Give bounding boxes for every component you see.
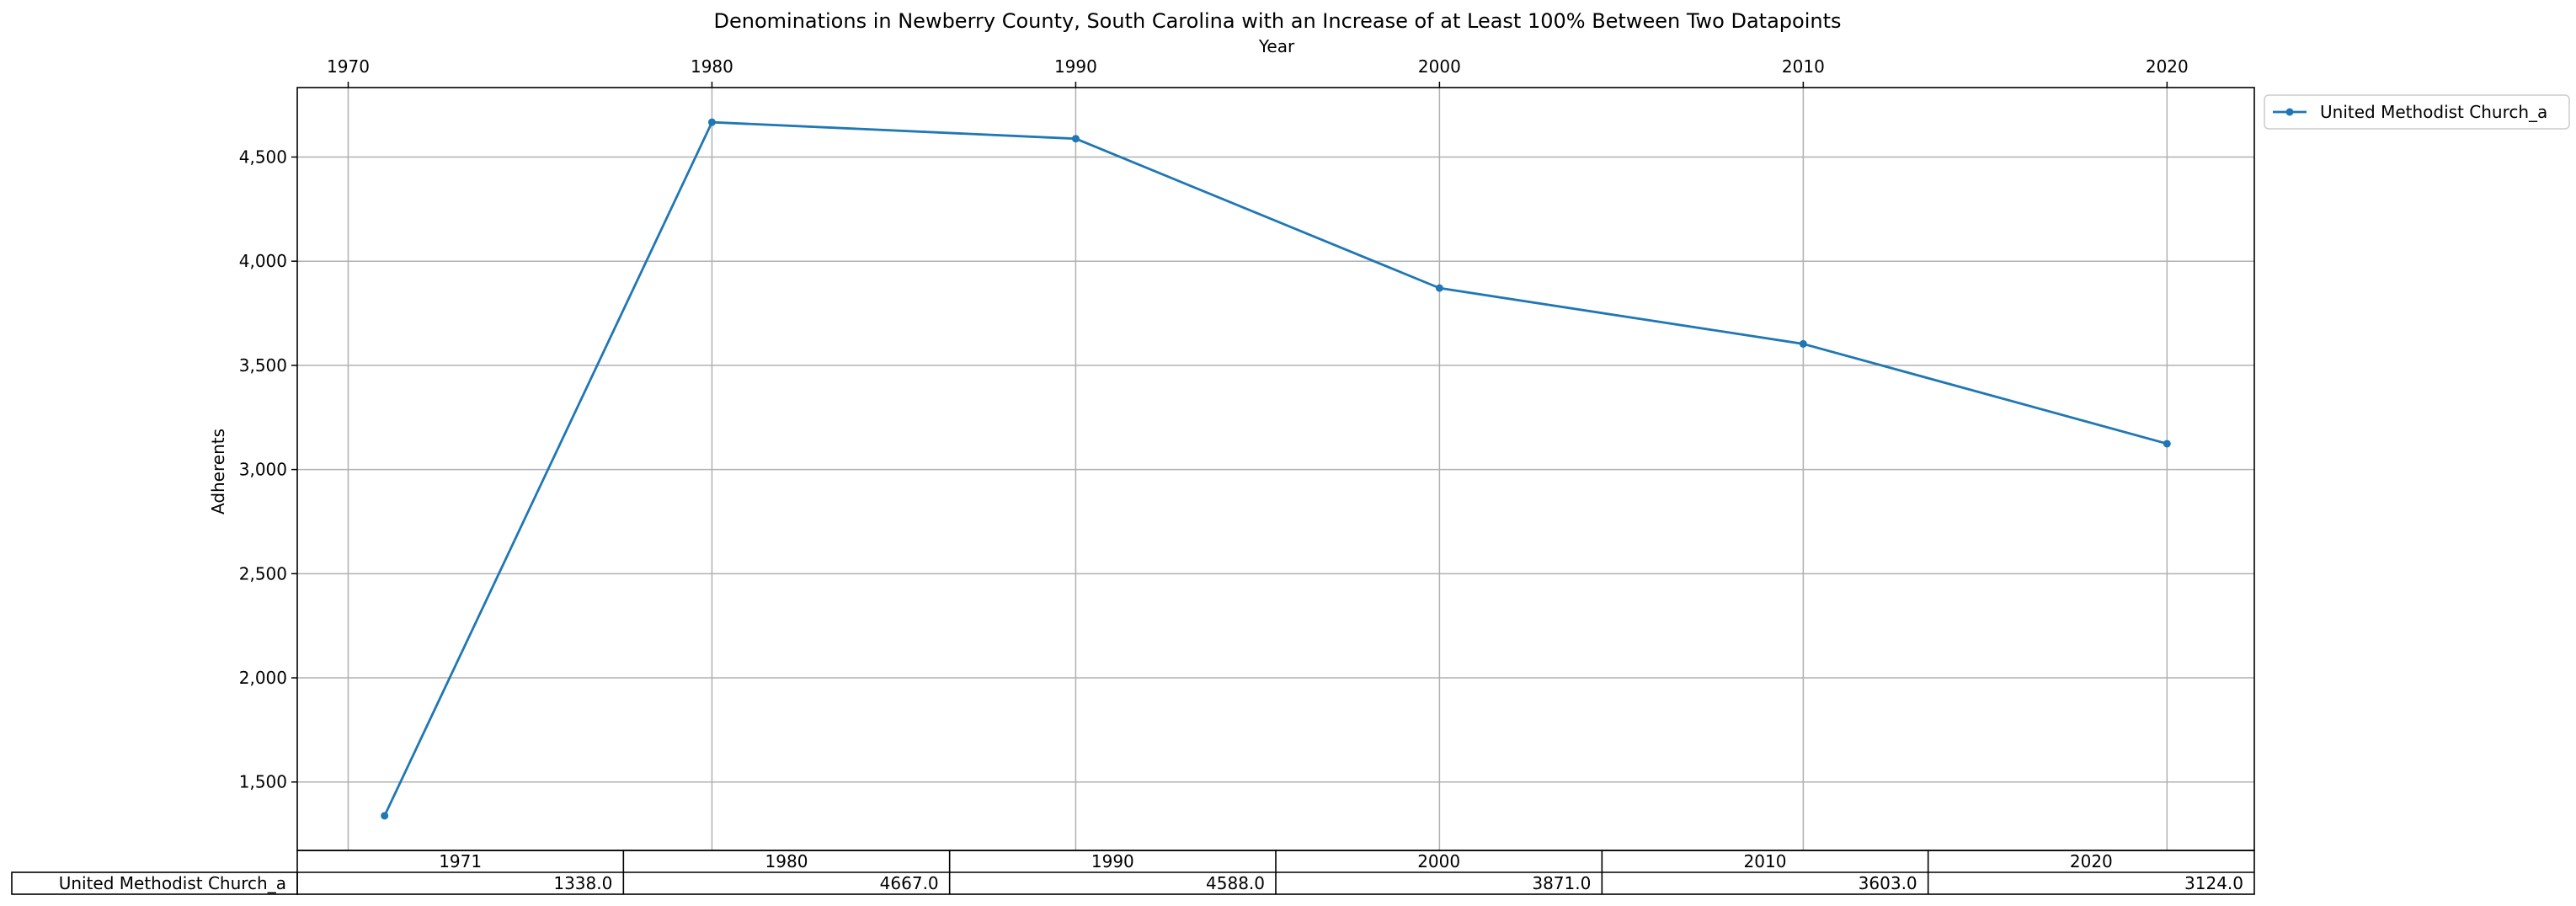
table-cell: 4588.0	[1206, 873, 1265, 893]
series-layer	[381, 118, 2171, 820]
y-tick-label: 3,000	[239, 460, 287, 480]
data-point	[1071, 135, 1080, 143]
data-point	[1799, 339, 1807, 348]
table-cell: 3603.0	[1859, 873, 1917, 893]
data-point	[381, 812, 389, 820]
x-tick-label: 2010	[1782, 56, 1825, 77]
axes: 1970 1980 1990 2000 2010 2020 1,500 2,000 2,500 3…	[239, 56, 2255, 851]
y-tick-label: 4,500	[239, 147, 287, 167]
legend-marker	[2285, 108, 2294, 116]
table-cell: 4667.0	[880, 873, 939, 893]
x-tick-label: 2020	[2146, 56, 2189, 77]
table-header-cell: 2000	[1417, 851, 1460, 871]
table-header-cell: 1980	[765, 851, 808, 871]
legend-label: United Methodist Church_a	[2320, 102, 2547, 122]
data-table: 1971 1980 1990 2000 2010 2020 United Methodist…	[11, 850, 2255, 895]
table-header-cell: 1971	[439, 851, 482, 871]
legend: United Methodist Church_a	[2264, 94, 2570, 130]
grid-lines	[297, 88, 2254, 850]
y-tick-label: 3,500	[239, 355, 287, 376]
table-cell: 3871.0	[1532, 873, 1591, 893]
table-row-label: United Methodist Church_a	[59, 873, 286, 893]
x-tick-label: 1980	[691, 56, 733, 77]
table-cell: 3124.0	[2184, 873, 2243, 893]
y-tick-label: 1,500	[239, 772, 287, 792]
y-axis-label: Adherents	[208, 429, 228, 514]
y-tick-label: 2,500	[239, 563, 287, 584]
table-header-cell: 2010	[1744, 851, 1787, 871]
table-header-cell: 1990	[1091, 851, 1134, 871]
data-point	[707, 118, 716, 126]
chart-title: Denominations in Newberry County, South …	[714, 9, 1842, 33]
y-tick-label: 4,000	[239, 251, 287, 271]
table-row-label-cell	[11, 871, 298, 895]
table-header-cell: 2020	[2070, 851, 2113, 871]
data-point	[1435, 284, 1443, 292]
x-tick-label: 1990	[1054, 56, 1097, 77]
x-axis-label: Year	[1258, 36, 1295, 56]
x-tick-label: 1970	[327, 56, 370, 77]
legend-frame	[2264, 94, 2570, 130]
y-tick-label: 2,000	[239, 668, 287, 688]
table-cell: 1338.0	[553, 873, 612, 893]
data-point	[2163, 440, 2171, 448]
x-tick-label: 2000	[1418, 56, 1461, 77]
series-line	[383, 120, 2168, 817]
